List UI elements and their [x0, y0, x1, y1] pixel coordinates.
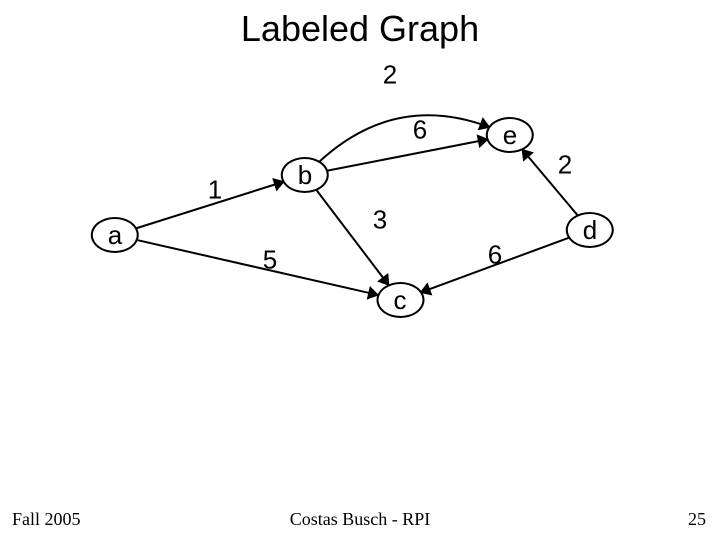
edge-label: 1 [208, 175, 222, 206]
node-label: c [384, 283, 417, 317]
graph-node-e: e [493, 118, 527, 152]
graph-node-d: d [573, 213, 607, 247]
slide-number: 25 [688, 509, 706, 530]
edge-label: 6 [488, 240, 502, 271]
graph-node-c: c [384, 283, 417, 317]
graph-edges [0, 0, 720, 540]
node-label: a [98, 218, 132, 252]
node-label: d [573, 213, 607, 247]
graph-node-b: b [288, 158, 322, 192]
node-label: e [493, 118, 527, 152]
edge-label: 2 [383, 60, 397, 91]
graph-edge [136, 240, 379, 295]
footer-center: Costas Busch - RPI [0, 509, 720, 530]
edge-label: 2 [558, 150, 572, 181]
node-label: b [288, 158, 322, 192]
edge-label: 6 [413, 115, 427, 146]
graph-node-a: a [98, 218, 132, 252]
graph-edge [326, 139, 489, 171]
edge-label: 3 [373, 205, 387, 236]
edge-label: 5 [263, 245, 277, 276]
graph-stage: abcde 1536622 [0, 0, 720, 540]
